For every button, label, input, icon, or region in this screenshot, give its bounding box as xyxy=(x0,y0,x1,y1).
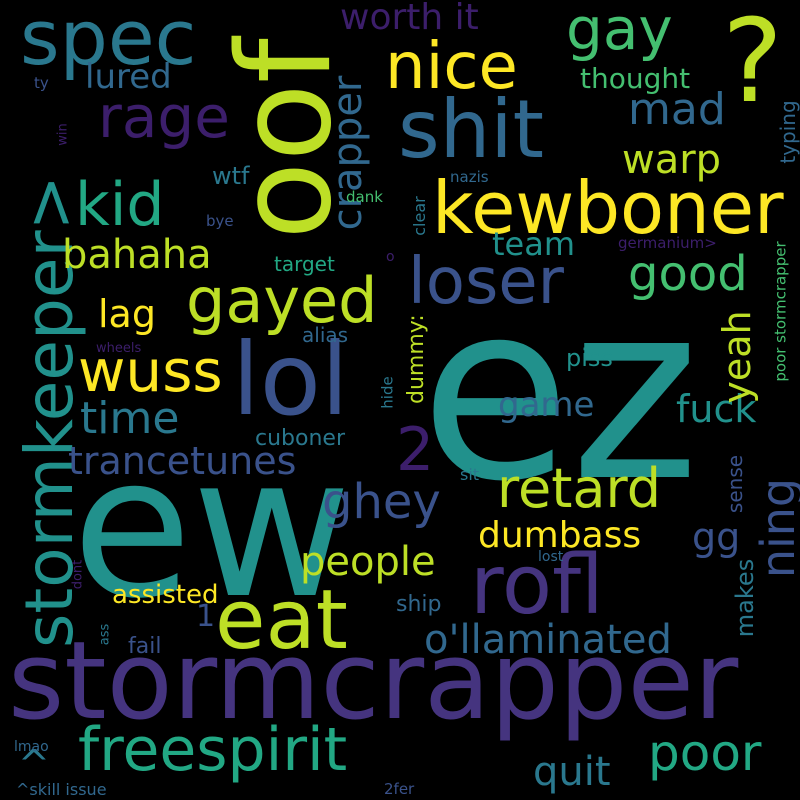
word-caret: ^ xyxy=(18,742,50,786)
word-poor: poor xyxy=(648,724,762,782)
word-worth-it: worth it xyxy=(340,0,479,38)
word-eat: eat xyxy=(215,573,348,668)
word-thought: thought xyxy=(580,62,691,95)
word-shit: shit xyxy=(398,83,544,176)
word-clear: clear xyxy=(410,196,429,236)
word-target: target xyxy=(274,252,335,276)
word-hide: hide xyxy=(378,376,397,409)
word-spec: spec xyxy=(20,0,197,82)
word-lmao: lmao xyxy=(14,739,49,755)
word-freespirit: freespirit xyxy=(78,715,348,785)
word-time: time xyxy=(80,393,180,444)
word-win: win xyxy=(55,123,71,146)
word-dank: dank xyxy=(346,188,383,206)
word-two: 2 xyxy=(396,415,435,485)
word-dont: dont xyxy=(70,559,86,590)
word-good: good xyxy=(628,246,748,302)
word-ass: ass xyxy=(97,623,113,646)
word-fuck: fuck xyxy=(676,387,757,431)
word-wtf: wtf xyxy=(212,162,250,190)
word-loser: loser xyxy=(408,245,564,319)
word-retard: retard xyxy=(497,457,662,520)
word-ew: ew xyxy=(72,414,352,641)
word-sit: sit xyxy=(460,465,480,484)
word-fail: fail xyxy=(128,634,162,659)
word-2fer: 2fer xyxy=(384,780,415,798)
word-crapper: crapper xyxy=(325,75,371,231)
word-trancetunes: trancetunes xyxy=(68,439,297,483)
word-kid: kid xyxy=(75,170,165,240)
word-gay: gay xyxy=(566,0,673,63)
word-alias: alias xyxy=(302,323,349,347)
word-sense: sense xyxy=(723,454,747,514)
word-wuss: wuss xyxy=(78,337,223,405)
word-lol: lol xyxy=(232,321,349,438)
word-nazis: nazis xyxy=(450,168,489,186)
word-ollaminated: o'llaminated xyxy=(424,617,672,663)
word-dumbass: dumbass xyxy=(478,515,642,556)
word-question: ? xyxy=(722,0,784,129)
word-ty: ty xyxy=(34,74,49,92)
word-lured: lured xyxy=(85,57,172,97)
word-makes: makes xyxy=(731,558,759,638)
word-team: team xyxy=(492,225,576,263)
word-gayed: gayed xyxy=(186,264,378,337)
word-ship: ship xyxy=(396,592,442,617)
word-one: 1 xyxy=(196,599,216,634)
word-people: people xyxy=(300,539,436,585)
word-lag: lag xyxy=(98,292,156,336)
word-cuboner: cuboner xyxy=(255,426,345,451)
word-ghey: ghey xyxy=(322,474,441,530)
word-wheels: wheels xyxy=(96,341,142,356)
word-skill-issue: ^skill issue xyxy=(16,780,107,799)
word-nice: nice xyxy=(385,30,518,104)
word-typing: typing xyxy=(776,100,800,164)
word-quit: quit xyxy=(533,749,611,795)
word-germanium: germanium> xyxy=(618,234,717,252)
word-ning: ning xyxy=(751,477,800,579)
word-gg: gg xyxy=(692,515,741,559)
word-rofl: rofl xyxy=(470,538,604,633)
word-bahaha: bahaha xyxy=(62,232,212,278)
word-lost: lost xyxy=(538,549,564,565)
word-dummy: dummy: xyxy=(404,314,429,404)
word-warp: warp xyxy=(622,137,722,183)
word-mad: mad xyxy=(628,84,726,135)
word-stormcrapper: stormcrapper xyxy=(8,619,739,744)
word-piss: piss xyxy=(566,344,613,372)
word-bye: bye xyxy=(206,212,234,230)
word-kewboner: kewboner xyxy=(432,166,784,250)
word-o: o xyxy=(386,249,395,265)
word-game: game xyxy=(498,385,595,425)
word-poor-stormcrapper: poor stormcrapper xyxy=(771,241,790,382)
word-ez: ez xyxy=(420,250,700,535)
word-yeah: yeah xyxy=(715,310,759,404)
word-assisted: assisted xyxy=(112,580,219,610)
word-rage: rage xyxy=(98,83,230,151)
